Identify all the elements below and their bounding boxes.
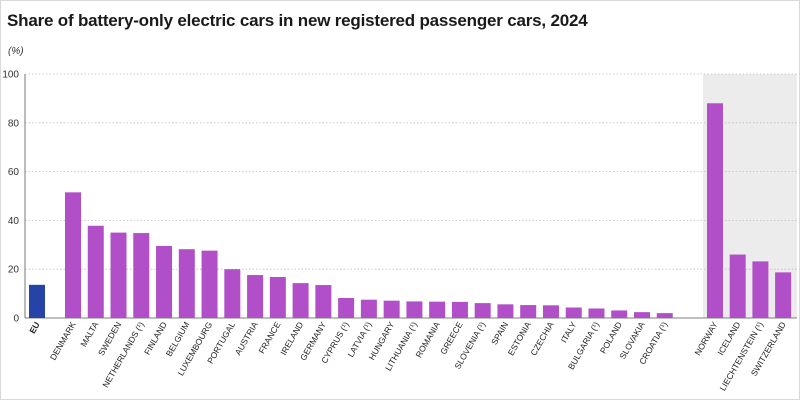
bar <box>775 272 792 318</box>
bar <box>520 305 537 318</box>
bar <box>224 269 241 318</box>
bar <box>383 300 400 318</box>
bar <box>406 301 423 318</box>
bar <box>133 233 150 318</box>
bar <box>707 103 723 318</box>
bar <box>565 307 582 318</box>
bar <box>65 192 81 318</box>
bar <box>178 249 195 318</box>
x-category-label: ITALY <box>559 320 579 345</box>
x-category-label: NETHERLANDS (¹) <box>100 320 146 389</box>
chart-title: Share of battery-only electric cars in n… <box>7 11 588 30</box>
bar <box>429 301 446 318</box>
x-category-label: DENMARK <box>48 320 78 362</box>
bar <box>474 303 491 318</box>
y-tick-label: 60 <box>8 167 20 178</box>
bar <box>156 246 173 318</box>
x-category-label: SPAIN <box>489 320 510 347</box>
bar <box>292 283 309 318</box>
bar <box>634 312 650 318</box>
bar <box>338 297 355 318</box>
bar <box>611 310 628 318</box>
bar <box>269 277 286 318</box>
bar <box>29 284 45 318</box>
bar <box>315 285 332 318</box>
bar <box>451 301 468 318</box>
bar <box>752 261 769 318</box>
bar <box>87 225 104 318</box>
bar <box>247 275 264 318</box>
y-tick-label: 0 <box>13 314 19 325</box>
bar <box>588 308 605 318</box>
bar <box>729 254 746 318</box>
bar <box>110 232 127 318</box>
bar <box>201 250 218 318</box>
y-axis-unit-label: (%) <box>8 46 24 57</box>
bar <box>542 305 559 318</box>
bar <box>656 313 673 318</box>
y-tick-label: 100 <box>2 70 19 81</box>
bar <box>360 299 377 318</box>
y-tick-label: 40 <box>8 216 20 227</box>
x-category-label: EU <box>27 320 42 335</box>
x-category-label: MALTA <box>78 320 100 349</box>
y-tick-label: 80 <box>8 118 20 129</box>
y-tick-label: 20 <box>8 265 20 276</box>
bar <box>497 304 514 318</box>
